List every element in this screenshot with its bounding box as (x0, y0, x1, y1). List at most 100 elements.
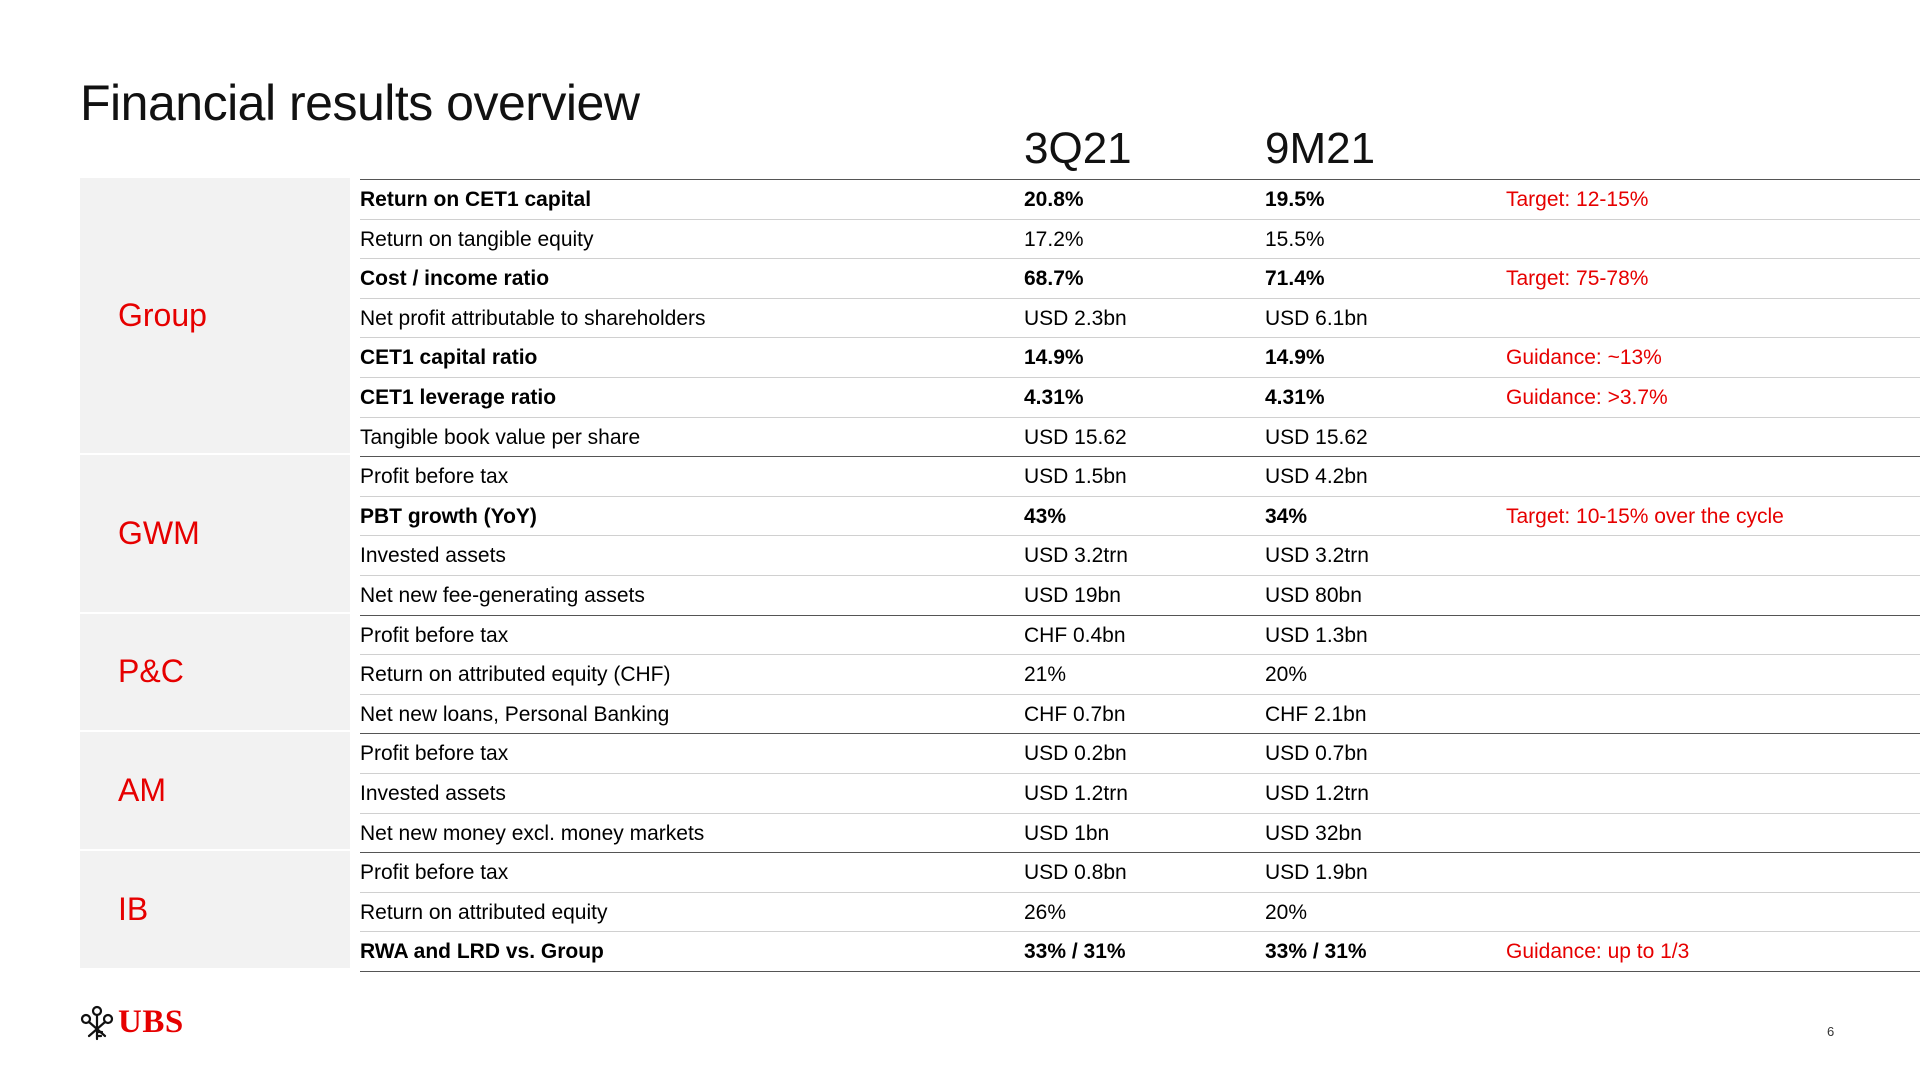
value-9m21: USD 3.2trn (1265, 544, 1369, 568)
value-9m21: USD 15.62 (1265, 425, 1368, 449)
target-note: Target: 12-15% (1506, 188, 1649, 211)
metric-label: CET1 leverage ratio (360, 386, 557, 409)
table-row: Invested assets USD 3.2trn USD 3.2trn (360, 536, 1920, 576)
table-row: Profit before tax USD 0.2bn USD 0.7bn (360, 734, 1920, 774)
segment-block: IB (80, 851, 350, 968)
value-9m21: 71.4% (1265, 267, 1325, 291)
table-row: Return on attributed equity (CHF) 21% 20% (360, 655, 1920, 695)
segment-block: GWM (80, 455, 350, 612)
segment-block: AM (80, 732, 350, 850)
metric-label: RWA and LRD vs. Group (360, 940, 604, 964)
value-3q21: 4.31% (1024, 386, 1084, 409)
value-3q21: 26% (1024, 900, 1067, 924)
value-9m21: USD 1.2trn (1265, 782, 1369, 805)
table-row: CET1 leverage ratio 4.31% 4.31% Guidance: >… (360, 378, 1920, 418)
table-row: RWA and LRD vs. Group 33% / 31% 33% / 31% G… (360, 932, 1920, 972)
table-row: Profit before tax CHF 0.4bn USD 1.3bn (360, 616, 1920, 656)
value-9m21: 14.9% (1265, 346, 1325, 370)
value-3q21: CHF 0.7bn (1024, 702, 1126, 726)
table-row: CET1 capital ratio 14.9% 14.9% Guidance: ~1… (360, 338, 1920, 378)
metric-label: Net profit attributable to shareholders (360, 306, 706, 330)
value-9m21: USD 1.3bn (1265, 623, 1368, 647)
value-3q21: USD 1.2trn (1024, 782, 1128, 805)
page-number: 6 (1827, 1024, 1835, 1039)
metric-label: Profit before tax (360, 465, 509, 489)
value-9m21: 4.31% (1265, 386, 1325, 409)
value-9m21: USD 0.7bn (1265, 742, 1368, 766)
ubs-logo: UBS (80, 1004, 184, 1041)
target-note: Guidance: up to 1/3 (1506, 940, 1690, 964)
value-9m21: USD 1.9bn (1265, 861, 1368, 885)
table-row: Invested assets USD 1.2trn USD 1.2trn (360, 774, 1920, 814)
metric-label: PBT growth (YoY) (360, 504, 537, 528)
value-9m21: 33% / 31% (1265, 940, 1367, 964)
segment-label: Group (118, 297, 207, 334)
value-3q21: 21% (1024, 663, 1067, 687)
value-3q21: 20.8% (1024, 188, 1084, 211)
value-3q21: USD 15.62 (1024, 425, 1127, 449)
table-row: PBT growth (YoY) 43% 34% Target: 10-15% ove… (360, 497, 1920, 537)
value-3q21: 43% (1024, 504, 1067, 528)
metric-label: Net new money excl. money markets (360, 821, 705, 845)
value-3q21: USD 1bn (1024, 821, 1110, 845)
value-9m21: 20% (1265, 900, 1308, 924)
page-title: Financial results overview (80, 75, 640, 131)
value-3q21: USD 0.2bn (1024, 742, 1127, 766)
value-9m21: 15.5% (1265, 227, 1325, 251)
target-note: Target: 75-78% (1506, 267, 1649, 291)
segment-label: P&C (118, 653, 184, 690)
table-row: Profit before tax USD 0.8bn USD 1.9bn (360, 853, 1920, 893)
value-9m21: USD 6.1bn (1265, 306, 1368, 330)
table-row: Net new fee-generating assets USD 19bn USD… (360, 576, 1920, 616)
segment-label: AM (118, 772, 166, 809)
value-3q21: USD 19bn (1024, 584, 1121, 607)
header-divider (360, 179, 1920, 180)
table-row: Cost / income ratio 68.7% 71.4% Target: 75-… (360, 259, 1920, 299)
segment-label: IB (118, 891, 149, 928)
value-9m21: 20% (1265, 663, 1308, 687)
metric-label: Return on attributed equity (CHF) (360, 663, 671, 687)
table-row: Profit before tax USD 1.5bn USD 4.2bn (360, 457, 1920, 497)
metric-label: Return on tangible equity (360, 227, 594, 251)
segment-block: Group (80, 178, 350, 454)
value-3q21: USD 0.8bn (1024, 861, 1127, 885)
value-9m21: USD 32bn (1265, 821, 1362, 845)
table-row: Net new loans, Personal Banking CHF 0.7bn… (360, 695, 1920, 735)
value-3q21: USD 3.2trn (1024, 544, 1128, 568)
metric-label: Profit before tax (360, 623, 509, 647)
metric-label: Net new fee-generating assets (360, 584, 645, 607)
metric-label: Profit before tax (360, 861, 509, 885)
segment-label: GWM (118, 514, 200, 551)
column-header-9m21: 9M21 (1265, 124, 1376, 173)
value-9m21: CHF 2.1bn (1265, 702, 1367, 726)
metric-label: Return on CET1 capital (360, 188, 592, 211)
table-row: Return on attributed equity 26% 20% (360, 893, 1920, 933)
value-3q21: USD 2.3bn (1024, 306, 1127, 330)
metric-label: Profit before tax (360, 742, 509, 766)
table-row: Return on CET1 capital 20.8% 19.5% Target: … (360, 180, 1920, 220)
metric-label: Tangible book value per share (360, 425, 641, 449)
segment-block: P&C (80, 613, 350, 731)
metric-label: Cost / income ratio (360, 267, 550, 291)
metric-label: Invested assets (360, 782, 506, 805)
value-3q21: 17.2% (1024, 227, 1084, 251)
table-row: Tangible book value per share USD 15.62 US… (360, 418, 1920, 458)
value-3q21: USD 1.5bn (1024, 465, 1127, 489)
table-row: Net new money excl. money markets USD 1bn… (360, 814, 1920, 854)
metric-label: Invested assets (360, 544, 506, 568)
metric-label: Return on attributed equity (360, 900, 608, 924)
value-3q21: 33% / 31% (1024, 940, 1126, 964)
target-note: Guidance: ~13% (1506, 346, 1662, 370)
value-3q21: 68.7% (1024, 267, 1084, 291)
value-3q21: 14.9% (1024, 346, 1084, 370)
target-note: Guidance: >3.7% (1506, 386, 1668, 409)
value-9m21: 19.5% (1265, 188, 1325, 211)
value-9m21: 34% (1265, 504, 1308, 528)
logo-wordmark: UBS (118, 1004, 184, 1040)
target-note: Target: 10-15% over the cycle (1506, 504, 1784, 528)
value-9m21: USD 4.2bn (1265, 465, 1368, 489)
three-keys-icon (80, 1005, 114, 1040)
metric-label: CET1 capital ratio (360, 346, 538, 370)
column-header-3q21: 3Q21 (1024, 124, 1132, 173)
table-row: Net profit attributable to shareholders U… (360, 299, 1920, 339)
